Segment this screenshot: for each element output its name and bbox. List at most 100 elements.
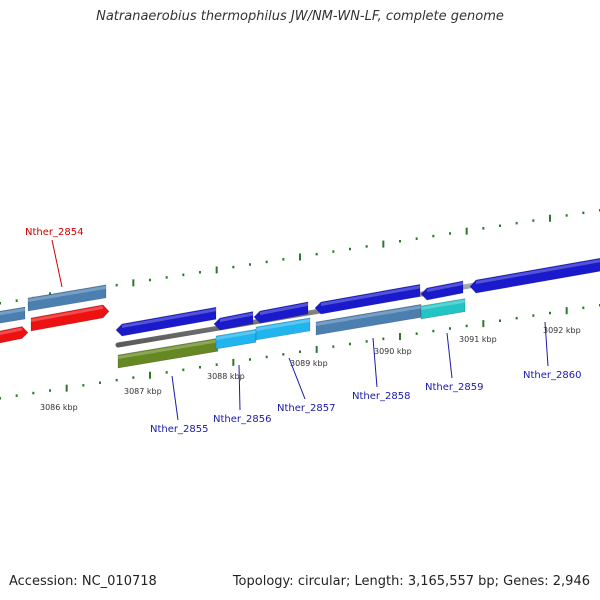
kbp-label: 3092 kbp — [543, 326, 581, 335]
gene-label-nther-2856[interactable]: Nther_2856 — [213, 414, 271, 425]
inner-tick-major — [232, 358, 235, 366]
outer-tick — [15, 299, 18, 302]
inner-tick-major — [565, 307, 568, 315]
inner-tick — [382, 337, 385, 341]
outer-tick — [332, 250, 335, 253]
gene-label-nther-2854[interactable]: Nther_2854 — [25, 227, 83, 238]
inner-tick — [449, 327, 451, 330]
gene-bar-nther-2856 — [215, 328, 257, 350]
kbp-label: 3091 kbp — [459, 335, 497, 344]
genes-count-label: Genes: — [503, 574, 549, 589]
outer-tick — [199, 271, 201, 274]
gene-bar-dark-blue — [213, 311, 254, 331]
gene-bar-nther-2854-highlight — [31, 305, 103, 322]
outer-tick — [249, 263, 251, 266]
outer-tick — [532, 219, 535, 222]
inner-tick — [349, 342, 351, 346]
outer-tick — [182, 273, 185, 277]
gene-label-nther-2858[interactable]: Nther_2858 — [352, 391, 410, 402]
inner-tick — [182, 368, 185, 372]
gene-bar-nther-2855 — [117, 337, 219, 369]
gene-bar-red — [0, 326, 29, 344]
accession-value: NC_010718 — [81, 574, 157, 589]
gene-bar-steel-highlight — [28, 285, 106, 302]
inner-tick-major — [149, 371, 151, 379]
genome-stats: Topology: circular; Length: 3,165,557 bp… — [232, 574, 590, 589]
kbp-label: 3089 kbp — [290, 359, 328, 368]
gene-bar-nther-2859 — [420, 298, 466, 320]
gene-bar-red-highlight — [0, 327, 22, 335]
gene-bar-nther-2854 — [30, 304, 110, 332]
connector-nther-2858 — [372, 337, 378, 388]
outer-tick — [432, 234, 435, 238]
genes-count-value: 2,946 — [552, 574, 590, 589]
inner-tick — [332, 345, 335, 348]
inner-tick — [282, 353, 285, 356]
inner-tick — [265, 355, 268, 359]
outer-tick-major — [299, 253, 301, 261]
inner-tick-major — [482, 320, 485, 328]
gene-bar-dark-blue — [115, 306, 217, 337]
kbp-label: 3087 kbp — [124, 387, 162, 396]
outer-tick — [582, 211, 585, 215]
inner-tick-major — [65, 384, 68, 392]
gene-bar-nther-2859-highlight — [421, 299, 465, 310]
outer-tick — [399, 240, 401, 243]
inner-tick — [49, 389, 51, 392]
inner-tick — [582, 306, 585, 310]
outer-tick — [282, 258, 285, 261]
inner-tick — [82, 384, 85, 387]
connector-nther-2854 — [51, 239, 63, 288]
gene-bar-dark-blue — [420, 280, 464, 301]
outer-tick — [449, 232, 451, 235]
outer-tick — [115, 283, 118, 287]
gene-bar-dark-blue-highlight — [220, 312, 253, 322]
outer-tick — [499, 224, 501, 227]
kbp-label: 3088 kbp — [207, 372, 245, 381]
inner-tick — [199, 366, 201, 369]
inner-tick — [132, 376, 135, 379]
gene-label-nther-2857[interactable]: Nther_2857 — [277, 403, 335, 414]
topology-label: Topology: — [232, 574, 294, 589]
outer-tick-major — [382, 240, 385, 248]
inner-tick — [15, 394, 18, 397]
gene-label-nther-2855[interactable]: Nther_2855 — [150, 424, 208, 435]
connector-nther-2860 — [544, 321, 549, 367]
topology-value: circular — [297, 574, 346, 589]
inner-tick — [499, 319, 501, 322]
outer-tick — [515, 221, 518, 225]
outer-tick — [315, 252, 318, 256]
outer-tick — [165, 276, 168, 279]
outer-tick-major — [215, 266, 218, 274]
outer-tick — [365, 245, 368, 248]
inner-tick — [532, 314, 535, 317]
label-connectors — [51, 239, 549, 421]
kbp-label: 3086 kbp — [40, 403, 78, 412]
inner-tick — [115, 378, 118, 382]
inner-tick — [249, 358, 251, 361]
connector-nther-2855 — [171, 375, 179, 421]
kbp-label: 3090 kbp — [374, 347, 412, 356]
inner-tick — [0, 397, 1, 400]
gene-bar-dark-blue — [253, 301, 309, 324]
inner-tick-major — [399, 333, 401, 340]
connector-nther-2859 — [446, 332, 453, 379]
gene-features — [0, 257, 600, 369]
outer-tick — [0, 302, 1, 305]
outer-tick-major — [549, 214, 551, 222]
gene-bar-nther-2860 — [469, 257, 600, 294]
inner-tick — [415, 332, 418, 335]
inner-tick — [215, 363, 218, 366]
inner-tick — [465, 324, 468, 328]
inner-tick — [549, 311, 551, 315]
gene-bar-dark-blue-highlight — [321, 285, 420, 306]
genome-title: Natranaerobius thermophilus JW/NM-WN-LF,… — [96, 9, 504, 24]
connector-nther-2857 — [288, 357, 306, 400]
gene-label-nther-2860[interactable]: Nther_2860 — [523, 370, 581, 381]
gene-bar-nther-2857-highlight — [256, 318, 310, 331]
gene-bar-steel — [0, 306, 26, 324]
gene-bar-nther-2856-highlight — [216, 330, 256, 340]
gene-bar-nther-2855-highlight — [118, 339, 218, 359]
gene-label-nther-2859[interactable]: Nther_2859 — [425, 382, 483, 393]
